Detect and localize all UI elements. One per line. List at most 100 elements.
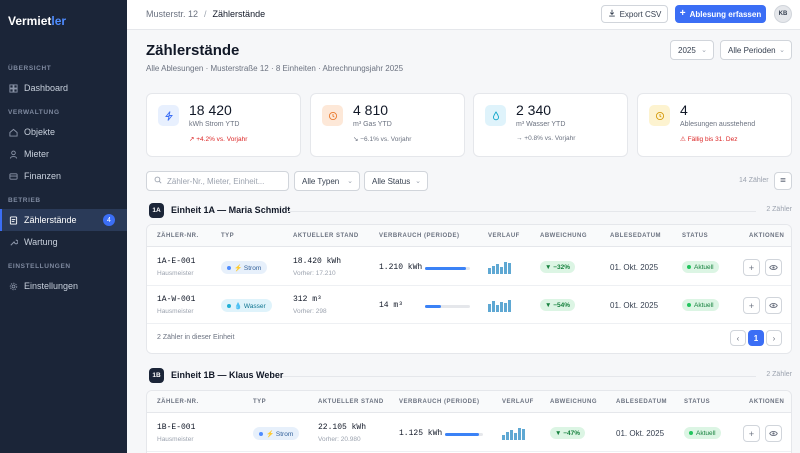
kpi-card-pending: 4 Ablesungen ausstehend ⚠ Fällig bis 31.… (637, 93, 792, 157)
column-header: STATUS (682, 233, 709, 239)
reading-date: 01. Okt. 2025 (610, 301, 659, 310)
avatar[interactable]: KB (774, 5, 792, 23)
breadcrumb-item[interactable]: Musterstr. 12 (146, 9, 199, 19)
kpi-label: Ablesungen ausstehend (680, 121, 756, 128)
period-select[interactable]: Alle Perioden ⌄ (720, 40, 792, 60)
meter-id: 1A-E-001 (157, 257, 196, 266)
wrench-icon (9, 238, 18, 247)
table-row[interactable]: 1A-W-001 Hausmeister 💧 Wasser 312 m³ Vor… (147, 286, 791, 324)
column-header: ABLESEDATUM (616, 399, 668, 405)
add-reading-action[interactable]: + (743, 259, 760, 276)
meter-id: 1B-E-001 (157, 423, 196, 432)
type-badge: 💧 Wasser (221, 299, 272, 312)
sidebar-item-dashboard[interactable]: Dashboard (0, 77, 127, 99)
table-footer: 2 Zähler in dieser Einheit ‹ 1 › (147, 324, 791, 353)
type-badge: ⚡ Strom (221, 261, 268, 274)
sidebar-item-meter-readings[interactable]: Zählerstände 4 (0, 209, 127, 231)
reading-date: 01. Okt. 2025 (616, 429, 665, 438)
view-action[interactable] (765, 259, 782, 276)
sidebar-section-settings: EINSTELLUNGEN (8, 263, 71, 270)
year-select[interactable]: 2025 ⌄ (670, 40, 714, 60)
droplet-icon (485, 105, 506, 126)
chevron-down-icon: ⌄ (347, 178, 353, 185)
view-action[interactable] (765, 297, 782, 314)
home-icon (9, 128, 18, 137)
add-reading-action[interactable]: + (743, 297, 760, 314)
kpi-label: kWh Strom YTD (189, 121, 240, 128)
column-header: AKTIONEN (749, 233, 785, 239)
unit-name: Einheit 1B — Klaus Weber (171, 370, 284, 380)
unit-chip: 1B (149, 368, 164, 383)
table-header: ZÄHLER-NR. TYP AKTUELLER STAND VERBRAUCH… (147, 391, 791, 413)
trend-sparkline (488, 262, 511, 274)
view-action[interactable] (765, 425, 782, 442)
sidebar-section-operations: BETRIEB (8, 197, 41, 204)
column-header: STATUS (684, 399, 711, 405)
kpi-value: 2 340 (516, 102, 552, 118)
previous-reading: Vorher: 298 (293, 308, 327, 315)
user-icon (9, 150, 18, 159)
kpi-card-gas: 4 810 m³ Gas YTD ↘ −6.1% vs. Vorjahr (310, 93, 465, 157)
column-header: AKTUELLER STAND (293, 233, 359, 239)
previous-reading: Vorher: 20.980 (318, 436, 361, 443)
sidebar-item-label: Einstellungen (24, 281, 79, 291)
kpi-label: m³ Gas YTD (353, 121, 392, 128)
table-header: ZÄHLER-NR. TYP AKTUELLER STAND VERBRAUCH… (147, 225, 791, 247)
sidebar-item-label: Wartung (24, 237, 58, 247)
column-header: ABWEICHUNG (550, 399, 597, 405)
unit-header: 1A Einheit 1A — Maria Schmidt 2 Zähler (146, 201, 792, 221)
eye-icon (769, 431, 778, 436)
kpi-delta: ⚠ Fällig bis 31. Dez (680, 136, 738, 143)
column-header: ABWEICHUNG (540, 233, 587, 239)
trend-sparkline (488, 300, 511, 312)
consumption-bar (425, 267, 470, 270)
kpi-card-water: 2 340 m³ Wasser YTD → +0.8% vs. Vorjahr (473, 93, 628, 157)
kpi-delta: ↘ −6.1% vs. Vorjahr (353, 136, 412, 143)
add-reading-action[interactable]: + (743, 425, 760, 442)
sidebar-item-settings[interactable]: Einstellungen (0, 275, 127, 297)
sidebar-item-tenants[interactable]: Mieter (0, 143, 127, 165)
column-header: AKTIONEN (749, 399, 785, 405)
page-button[interactable]: 1 (748, 330, 764, 346)
sidebar-section-overview: ÜBERSICHT (8, 65, 52, 72)
table-row[interactable]: 1A-E-001 Hausmeister ⚡ Strom 18.420 kWh … (147, 248, 791, 286)
status-filter-select[interactable]: Alle Status ⌄ (364, 171, 428, 191)
sidebar: Vermietler ÜBERSICHT Dashboard VERWALTUN… (0, 0, 127, 453)
sidebar-item-objects[interactable]: Objekte (0, 121, 127, 143)
sidebar-item-finances[interactable]: Finanzen (0, 165, 127, 187)
breadcrumb-current: Zählerstände (212, 9, 266, 19)
add-reading-button[interactable]: + Ablesung erfassen (675, 5, 766, 23)
consumption-value: 1.125 kWh (399, 429, 443, 438)
kpi-delta: ↗ +4.2% vs. Vorjahr (189, 136, 248, 143)
reading-date: 01. Okt. 2025 (610, 263, 659, 272)
search-icon (154, 176, 162, 186)
meter-table: ZÄHLER-NR. TYP AKTUELLER STAND VERBRAUCH… (146, 390, 792, 453)
column-header: VERBRAUCH (PERIODE) (399, 399, 480, 405)
prev-page-button[interactable]: ‹ (730, 330, 746, 346)
sidebar-item-label: Objekte (24, 127, 56, 137)
search-input[interactable]: Zähler-Nr., Mieter, Einheit... (146, 171, 289, 191)
brand-logo[interactable]: Vermietler (8, 14, 67, 28)
sidebar-item-label: Dashboard (24, 83, 69, 93)
clock-icon (649, 105, 670, 126)
meter-location: Hausmeister (157, 270, 194, 277)
current-reading: 18.420 kWh (293, 257, 342, 266)
deviation-badge: ▼ −47% (550, 427, 586, 439)
table-row[interactable]: 1B-E-001 Hausmeister ⚡ Strom 22.105 kWh … (147, 414, 791, 452)
plus-icon: + (748, 428, 755, 439)
type-filter-select[interactable]: Alle Typen ⌄ (294, 171, 360, 191)
consumption-value: 1.210 kWh (379, 263, 423, 272)
download-icon (608, 9, 616, 19)
unit-chip: 1A (149, 203, 164, 218)
plus-icon: + (679, 8, 686, 19)
sidebar-item-maintenance[interactable]: Wartung (0, 231, 127, 253)
chevron-right-icon: › (772, 333, 776, 343)
export-csv-button[interactable]: Export CSV (601, 5, 668, 23)
unit-name: Einheit 1A — Maria Schmidt (171, 205, 291, 215)
chevron-left-icon: ‹ (736, 333, 740, 343)
gear-icon (9, 282, 18, 291)
list-view-button[interactable] (774, 172, 792, 190)
next-page-button[interactable]: › (766, 330, 782, 346)
kpi-label: m³ Wasser YTD (516, 121, 566, 128)
search-placeholder: Zähler-Nr., Mieter, Einheit... (167, 176, 265, 186)
